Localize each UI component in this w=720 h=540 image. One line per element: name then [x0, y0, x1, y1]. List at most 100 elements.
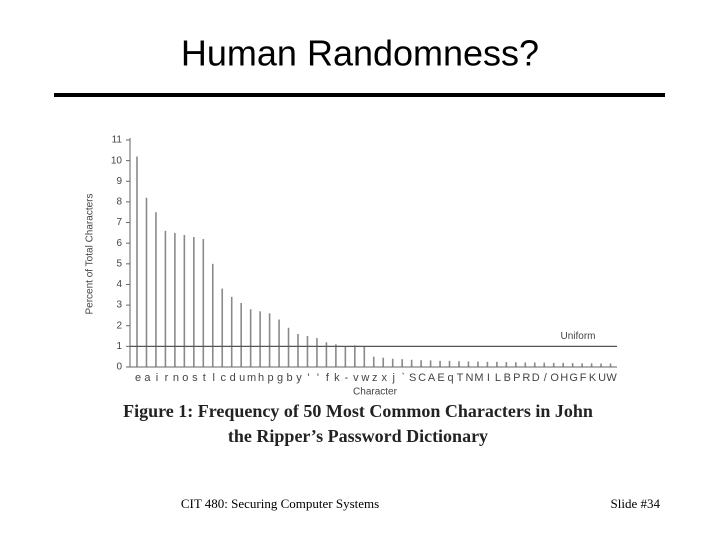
bar [297, 333, 299, 367]
y-tick-label: 6 [116, 238, 122, 249]
bar [401, 359, 403, 367]
x-tick-label: d [230, 372, 236, 384]
bar [429, 360, 432, 367]
bar [391, 358, 394, 367]
y-tick-label: 9 [116, 176, 122, 187]
x-tick-label: ' [307, 372, 309, 384]
x-tick-label: K [589, 372, 597, 384]
bar [372, 356, 375, 367]
x-axis-label: Character [353, 387, 398, 398]
x-tick-label: k [334, 372, 340, 384]
x-tick-label: ' [317, 372, 319, 384]
y-tick-label: 3 [116, 300, 122, 311]
x-tick-label: f [326, 372, 330, 384]
x-tick-label: M [474, 372, 483, 384]
bar [344, 346, 347, 367]
bar [202, 239, 205, 367]
x-tick-label: g [277, 372, 283, 384]
bar [477, 361, 479, 367]
x-tick-label: l [213, 372, 215, 384]
x-tick-label: C [418, 372, 426, 384]
bar [240, 303, 242, 367]
bar [552, 362, 555, 367]
bar [325, 342, 328, 367]
title-rule [54, 93, 665, 97]
x-tick-label: z [372, 372, 378, 384]
bar [524, 362, 527, 367]
bar [439, 360, 441, 367]
y-tick-label: 4 [116, 279, 122, 290]
x-tick-label: L [495, 372, 501, 384]
bar [448, 360, 451, 367]
slide-title: Human Randomness? [181, 33, 539, 74]
bar [410, 359, 413, 367]
bar [515, 362, 517, 367]
bar [316, 338, 318, 367]
x-tick-label: P [513, 372, 520, 384]
x-tick-label: p [268, 372, 274, 384]
uniform-label: Uniform [560, 331, 595, 342]
bar [249, 309, 252, 367]
x-tick-label: N [465, 372, 473, 384]
bar [382, 357, 385, 367]
bar [211, 263, 214, 367]
bar [183, 234, 186, 367]
x-tick-label: r [165, 372, 169, 384]
x-tick-label: b [286, 372, 292, 384]
x-tick-label: D [532, 372, 540, 384]
x-tick-label: G [569, 372, 578, 384]
x-tick-label: t [203, 372, 206, 384]
slide-number: Slide #34 [611, 496, 661, 511]
x-tick-label: h [258, 372, 264, 384]
bar [486, 361, 489, 367]
x-tick-label: B [504, 372, 511, 384]
y-tick-label: 2 [116, 320, 122, 331]
bar [221, 288, 224, 367]
y-tick-label: 7 [116, 217, 122, 228]
x-tick-label: w [360, 372, 369, 384]
bar [268, 313, 271, 367]
x-tick-label: F [580, 372, 587, 384]
bar [420, 360, 422, 367]
bar [363, 346, 366, 367]
bar [467, 361, 470, 367]
bar [136, 156, 138, 367]
x-tick-label: m [247, 372, 256, 384]
figure-caption: Figure 1: Frequency of 50 Most Common Ch… [123, 401, 593, 421]
x-tick-label: c [220, 372, 226, 384]
x-tick-label: - [345, 372, 349, 384]
bar [174, 232, 176, 367]
x-tick-label: n [173, 372, 179, 384]
x-tick-label: I [487, 372, 490, 384]
x-tick-label: E [437, 372, 444, 384]
x-tick-label: ` [401, 372, 405, 384]
y-tick-label: 8 [116, 197, 122, 208]
bar [505, 362, 508, 367]
x-tick-label: q [447, 372, 453, 384]
bar [496, 361, 498, 367]
y-tick-label: 5 [116, 258, 122, 269]
x-tick-label: x [381, 372, 387, 384]
bar [533, 362, 536, 367]
bar [354, 345, 356, 367]
x-tick-label: u [239, 372, 245, 384]
bar [609, 363, 612, 367]
x-tick-label: a [144, 372, 151, 384]
x-tick-label: i [156, 372, 158, 384]
x-tick-label: v [353, 372, 359, 384]
x-tick-label: s [192, 372, 198, 384]
bar [590, 363, 593, 367]
footer: CIT 480: Securing Computer Systems [181, 496, 379, 511]
x-tick-label: y [296, 372, 302, 384]
bar [164, 230, 167, 367]
x-tick-label: j [391, 372, 394, 384]
x-tick-label: A [428, 372, 436, 384]
x-tick-label: O [550, 372, 559, 384]
x-tick-label: T [457, 372, 464, 384]
bar [287, 327, 290, 367]
bar [155, 212, 157, 367]
x-tick-label: U [598, 372, 606, 384]
bar [306, 336, 309, 367]
figure-caption: the Ripper’s Password Dictionary [228, 426, 488, 446]
